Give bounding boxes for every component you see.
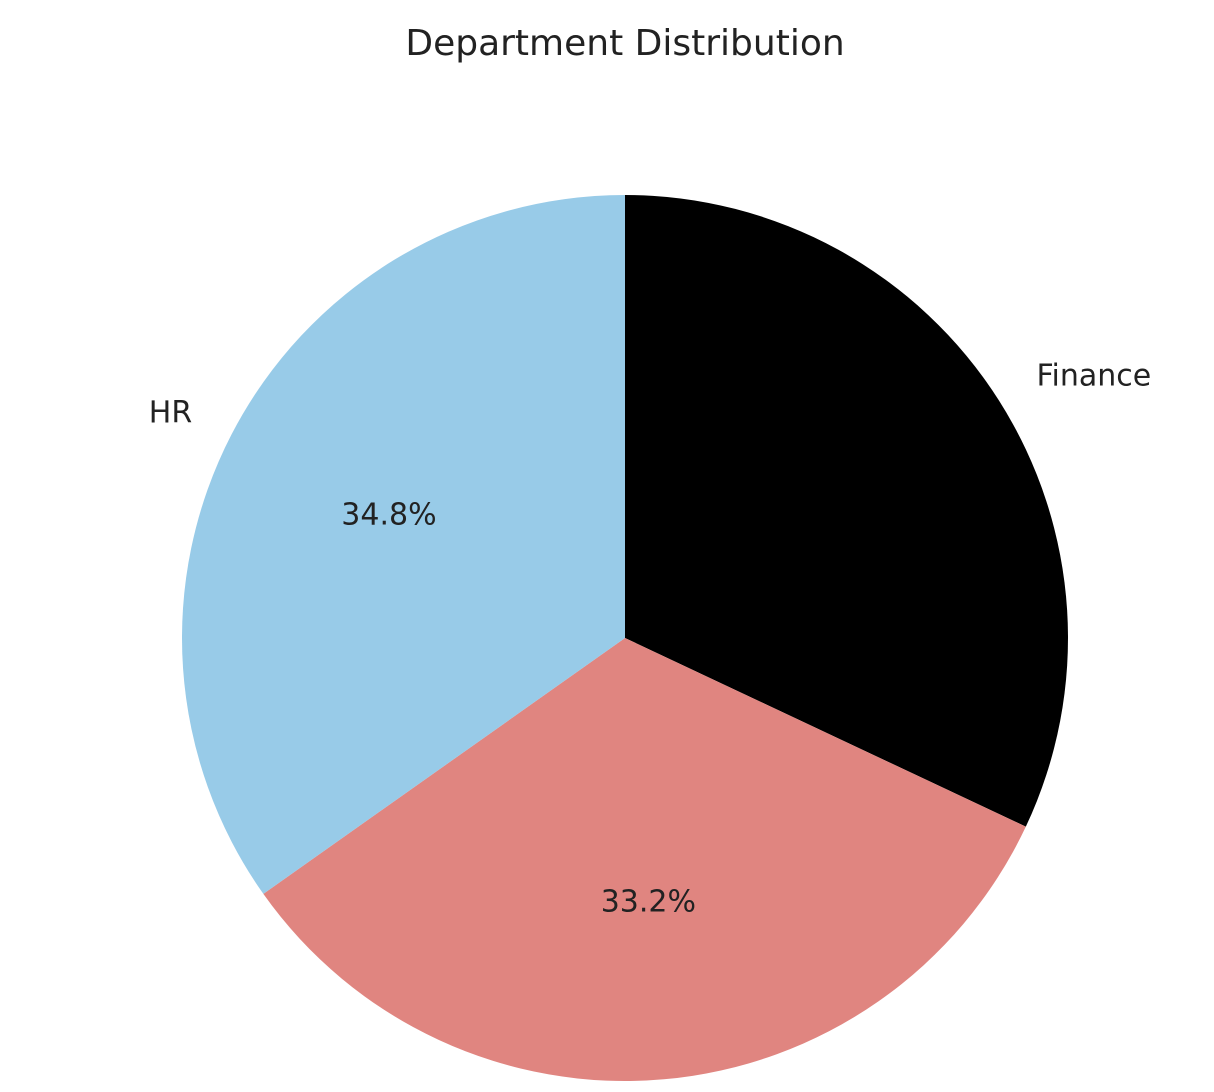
pie-slice — [263, 638, 1026, 1081]
slice-label: Finance — [1036, 358, 1151, 393]
value-label: 34.8% — [341, 497, 436, 532]
pie-slice — [181, 194, 625, 894]
chart-title: Department Distribution — [405, 23, 844, 64]
slice-label: HR — [149, 396, 192, 431]
pie-slice — [625, 195, 1068, 827]
value-label: 33.2% — [601, 884, 696, 919]
